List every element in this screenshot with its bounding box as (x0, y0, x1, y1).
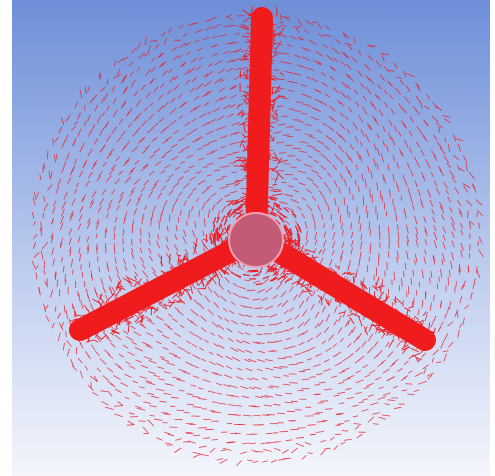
flow-field-view (0, 0, 495, 476)
blade-vector (248, 14, 253, 15)
flow-vector (369, 257, 370, 262)
flow-vector (281, 182, 286, 183)
flow-vector (324, 223, 325, 228)
flow-vector (47, 151, 48, 160)
flow-vector (151, 218, 152, 226)
flow-vector (314, 385, 320, 386)
hub-vector (211, 237, 212, 244)
blade-vector (273, 184, 277, 185)
flow-vector (105, 243, 106, 248)
hub-vector (253, 275, 260, 276)
hub-vector (285, 237, 286, 244)
flow-vector (130, 417, 138, 418)
flow-vector (370, 249, 371, 254)
flow-vector (389, 235, 390, 244)
blade-vector (362, 308, 363, 316)
blade-vector (372, 304, 373, 312)
blade-vector (273, 106, 274, 113)
flow-vector (321, 401, 329, 402)
blade-vector (250, 140, 255, 141)
page: Rotor flow vectors {} html, body { margi… (0, 0, 495, 476)
flow-vector (414, 298, 415, 305)
flow-vector (295, 130, 301, 131)
flow-vector (293, 120, 300, 121)
body: (() => { const data = JSON.parse(documen… (0, 0, 495, 476)
hub-vector (253, 203, 260, 204)
flow-vector (205, 20, 210, 21)
hub (229, 213, 283, 267)
flow-vector (127, 425, 134, 426)
flow-vector (298, 428, 306, 429)
flow-vector (287, 411, 295, 412)
hub-vector (213, 236, 214, 243)
viewport (0, 0, 495, 476)
flow-vector (302, 379, 310, 380)
blade-vector (258, 103, 259, 107)
flow-vector (247, 434, 255, 435)
flow-vector (210, 411, 215, 412)
hub-vector (288, 243, 289, 250)
flow-vector (291, 401, 298, 402)
flow-vector (382, 196, 383, 203)
flow-vector (455, 286, 456, 292)
hub-vector (293, 245, 294, 252)
flow-vector (159, 220, 160, 229)
flow-vector (223, 26, 231, 27)
hub-vector (227, 236, 228, 243)
flow-vector (322, 420, 328, 421)
blade-vector (305, 256, 306, 264)
flow-vector (202, 409, 207, 410)
blade-vector (337, 289, 338, 295)
flow-vector (370, 230, 371, 236)
flow-vector (162, 423, 167, 424)
blade-vector (100, 294, 101, 299)
flow-vector (389, 226, 390, 234)
flow-vector (91, 382, 92, 389)
flow-vector (289, 364, 298, 365)
blade-vector (242, 37, 249, 38)
blade-vector (269, 116, 270, 124)
flow-vector (187, 220, 188, 225)
hub-vector (216, 228, 217, 235)
